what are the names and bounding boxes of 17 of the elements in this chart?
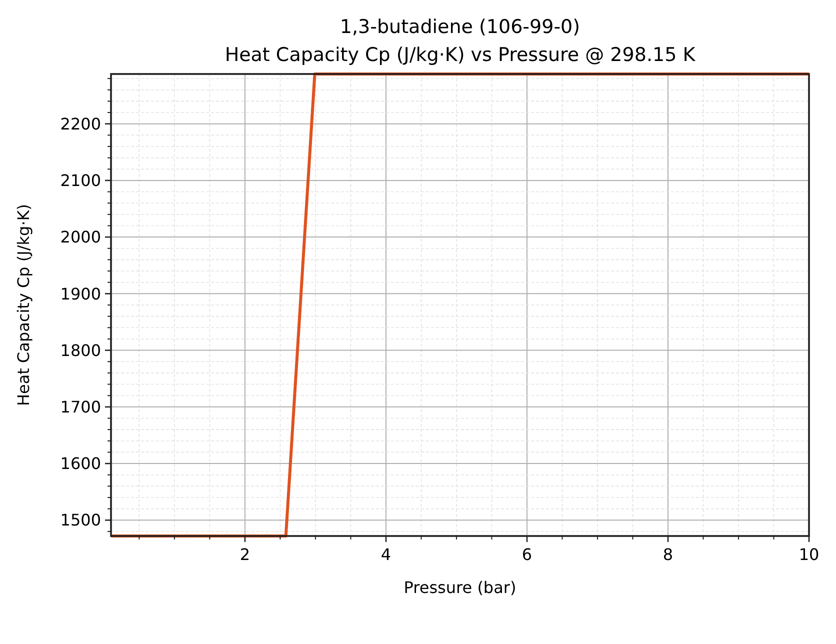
y-tick-label: 2000 — [60, 228, 101, 247]
x-tick-label: 10 — [798, 545, 820, 564]
x-tick-label: 2 — [240, 545, 250, 564]
x-tick-label: 8 — [662, 545, 674, 564]
chart-title: 1,3-butadiene (106-99-0) — [340, 16, 580, 38]
x-axis-title: Pressure (bar) — [404, 578, 516, 597]
y-tick-label: 1600 — [60, 454, 101, 474]
y-tick-label: 1700 — [60, 398, 101, 417]
y-tick-label: 2100 — [60, 171, 101, 190]
y-tick-label: 1500 — [60, 510, 101, 530]
x-tick-label: 4 — [380, 545, 392, 564]
y-axis-title: Heat Capacity Cp (J/kg·K) — [14, 204, 33, 406]
chart-subtitle: Heat Capacity Cp (J/kg·K) vs Pressure @ 298.15 K — [224, 44, 696, 66]
y-tick-label: 1900 — [60, 284, 101, 304]
x-tick-label: 6 — [522, 545, 532, 564]
y-tick-label: 2200 — [60, 114, 101, 134]
y-tick-label: 1800 — [60, 340, 101, 360]
